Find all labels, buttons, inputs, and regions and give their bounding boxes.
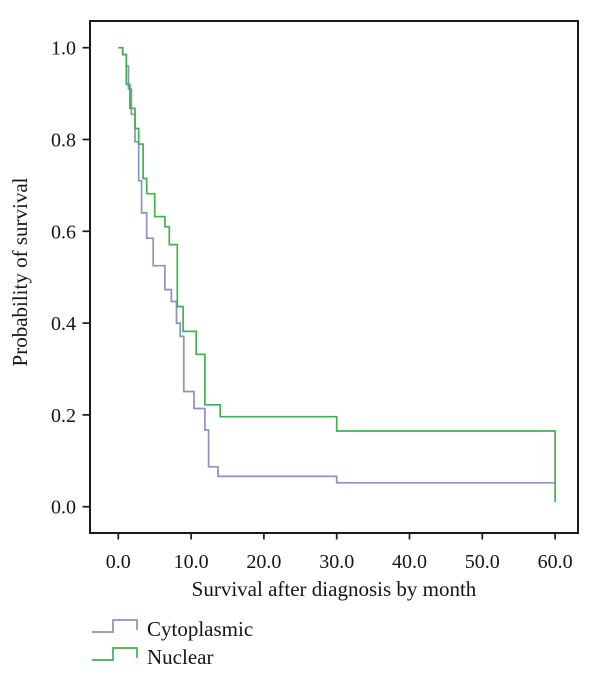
cytoplasmic-curve (120, 46, 556, 484)
y-axis-ticks: 0.0 0.2 0.4 0.6 0.8 1.0 (51, 38, 90, 519)
y-tick-label-4: 0.8 (51, 130, 76, 152)
plot-frame (89, 20, 579, 534)
y-tick-label-3: 0.6 (51, 221, 76, 243)
x-tick-label-5: 50.0 (465, 551, 500, 573)
x-tick-label-1: 10.0 (174, 551, 209, 573)
legend-item-cytoplasmic: Cytoplasmic (92, 617, 253, 641)
nuclear-curve (118, 46, 556, 503)
legend-label-nuclear: Nuclear (147, 645, 213, 669)
y-tick-label-2: 0.4 (51, 313, 76, 335)
legend-label-cytoplasmic: Cytoplasmic (147, 617, 253, 641)
y-tick-label-0: 0.0 (51, 497, 76, 519)
x-tick-label-2: 20.0 (246, 551, 281, 573)
nuclear-line-swatch (92, 647, 138, 661)
cytoplasmic-line-swatch (92, 619, 138, 633)
x-tick-label-0: 0.0 (106, 551, 131, 573)
legend-item-nuclear: Nuclear (92, 645, 213, 669)
y-axis-title: Probability of survival (8, 177, 32, 366)
y-tick-label-5: 1.0 (51, 38, 76, 60)
x-axis-title: Survival after diagnosis by month (192, 577, 477, 601)
y-tick-label-1: 0.2 (51, 405, 76, 427)
x-axis-ticks: 0.0 10.0 20.0 30.0 40.0 50.0 60.0 (106, 533, 573, 573)
legend: Cytoplasmic Nuclear (92, 617, 253, 669)
x-tick-label-3: 30.0 (319, 551, 354, 573)
x-tick-label-4: 40.0 (392, 551, 427, 573)
x-tick-label-6: 60.0 (538, 551, 573, 573)
